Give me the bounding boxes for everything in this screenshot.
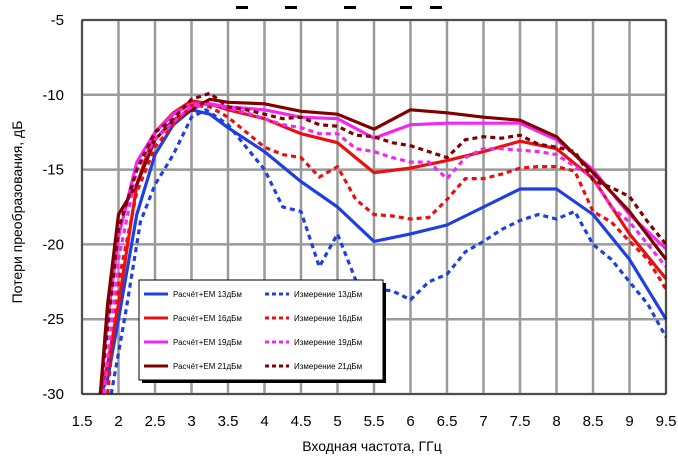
legend: Расчёт+EM 13дБм Расчёт+EM 16дБм Расчёт+EM …: [138, 279, 386, 383]
x-tick-label: 3.5: [218, 413, 239, 430]
series-layer: [98, 91, 668, 395]
series-line: [109, 108, 668, 395]
x-tick-label: 8: [552, 413, 560, 430]
y-tick-label: -25: [42, 311, 64, 328]
legend-label: Расчёт+EM 21дБм: [173, 362, 242, 371]
legend-box: [138, 279, 384, 381]
top-dash-mark: [430, 6, 442, 9]
x-tick-label: 4.5: [291, 413, 312, 430]
y-tick-label: -20: [42, 236, 64, 253]
x-tick-label: 4: [260, 413, 268, 430]
legend-label: Измерение 19дБм: [294, 338, 362, 347]
x-tick-label: 2.5: [145, 413, 166, 430]
x-tick-label: 5: [333, 413, 341, 430]
x-tick-label: 3: [187, 413, 195, 430]
series-line: [98, 97, 668, 395]
top-dash-marks: [236, 6, 442, 9]
x-tick-label: 9: [625, 413, 633, 430]
x-tick-label: 9.5: [656, 413, 677, 430]
y-tick-label: -5: [51, 12, 64, 29]
legend-label: Расчёт+EM 16дБм: [173, 314, 242, 323]
series-line: [106, 103, 668, 395]
legend-label: Измерение 21дБм: [294, 362, 362, 371]
y-tick-label: -30: [42, 386, 64, 403]
y-tick-label: -10: [42, 87, 64, 104]
series-line: [98, 91, 668, 395]
x-tick-label: 6: [406, 413, 414, 430]
series-line: [98, 108, 668, 395]
top-dash-mark: [344, 6, 356, 9]
top-dash-mark: [285, 6, 297, 9]
plot-frame: [81, 19, 667, 395]
x-tick-label: 5.5: [364, 413, 385, 430]
y-tick-label: -15: [42, 162, 64, 179]
legend-label: Расчёт+EM 13дБм: [173, 290, 242, 299]
legend-label: Расчёт+EM 19дБм: [173, 338, 242, 347]
x-tick-labels: 1.5 2 2.5 3 3.5 4 4.5 5 5.5 6 6.5 7 7.5 8 8.5 9 9.5: [72, 413, 677, 430]
x-tick-label: 2: [114, 413, 122, 430]
x-tick-label: 7: [479, 413, 487, 430]
legend-label: Измерение 13дБм: [294, 290, 362, 299]
top-dash-mark: [236, 6, 248, 9]
legend-label: Измерение 16дБм: [294, 314, 362, 323]
x-tick-label: 1.5: [72, 413, 93, 430]
series-line: [102, 102, 668, 395]
x-axis-title: Входная частота, ГГц: [302, 438, 441, 454]
x-tick-label: 6.5: [437, 413, 458, 430]
top-dash-mark: [400, 6, 412, 9]
y-tick-labels: -5 -10 -15 -20 -25 -30: [42, 12, 64, 403]
x-tick-label: 8.5: [583, 413, 604, 430]
y-axis-title: Потери преобразования, дБ: [9, 121, 25, 304]
x-tick-label: 7.5: [510, 413, 531, 430]
